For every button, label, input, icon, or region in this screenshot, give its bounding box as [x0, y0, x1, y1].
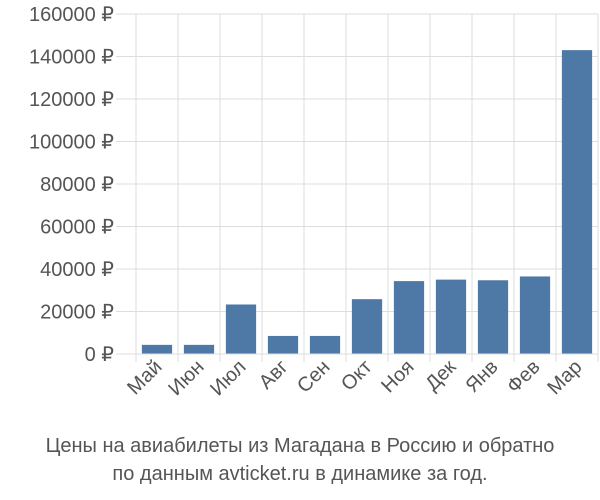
bar: [225, 304, 257, 354]
x-tick-label: Июн: [164, 356, 208, 400]
x-tick-label: Май: [123, 356, 166, 399]
chart-caption-line-1: Цены на авиабилеты из Магадана в Россию …: [45, 435, 555, 457]
y-tick-label: 40000 ₽: [40, 259, 114, 281]
bar: [267, 335, 299, 354]
bar: [477, 280, 509, 354]
x-tick-label: Мар: [543, 356, 586, 399]
x-tick-label: Сен: [293, 356, 334, 397]
x-tick-label: Ноя: [377, 356, 418, 397]
bar: [561, 50, 593, 354]
y-tick-label: 60000 ₽: [40, 217, 114, 239]
x-tick-label: Авг: [255, 356, 293, 394]
y-tick-label: 160000 ₽: [29, 4, 114, 26]
bar: [519, 276, 551, 354]
bar: [183, 344, 215, 354]
bar: [351, 299, 383, 354]
x-tick-label: Дек: [421, 356, 460, 395]
bar-chart: 0 ₽ 20000 ₽ 40000 ₽ 60000 ₽ 80000 ₽ 100000 ₽ 1…: [29, 4, 599, 400]
y-tick-label: 80000 ₽: [40, 174, 114, 196]
x-tick-label: Июл: [206, 356, 250, 400]
x-tick-label: Янв: [461, 356, 502, 397]
y-tick-label: 20000 ₽: [40, 302, 114, 324]
x-tick-label: Фев: [503, 356, 545, 398]
x-tick-label: Окт: [337, 356, 376, 395]
y-tick-label: 140000 ₽: [29, 47, 114, 69]
bar: [435, 279, 467, 354]
bar: [141, 344, 173, 354]
y-tick-label: 100000 ₽: [29, 132, 114, 154]
y-tick-label: 120000 ₽: [29, 89, 114, 111]
chart-caption-line-2: по данным avticket.ru в динамике за год.: [112, 463, 488, 485]
y-tick-label: 0 ₽: [85, 344, 115, 366]
bar: [393, 281, 425, 354]
bar: [309, 335, 341, 354]
